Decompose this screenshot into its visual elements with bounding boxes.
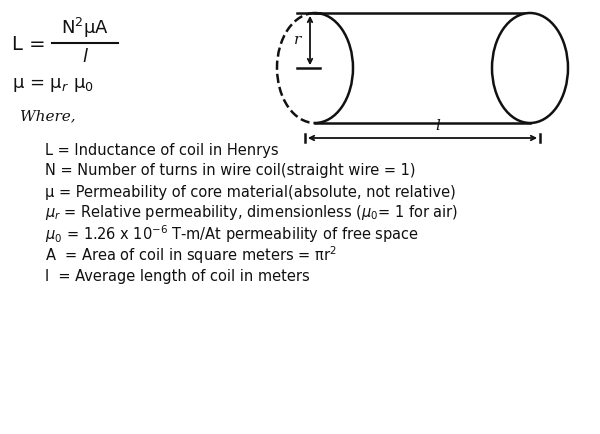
Text: l: l <box>435 119 440 133</box>
Text: A  = Area of coil in square meters = πr$^2$: A = Area of coil in square meters = πr$^… <box>45 244 337 266</box>
Text: l  = Average length of coil in meters: l = Average length of coil in meters <box>45 269 310 283</box>
Text: μ = μ$_r$ μ$_0$: μ = μ$_r$ μ$_0$ <box>12 76 94 94</box>
Text: N = Number of turns in wire coil(straight wire = 1): N = Number of turns in wire coil(straigh… <box>45 164 415 178</box>
Text: L = Inductance of coil in Henrys: L = Inductance of coil in Henrys <box>45 142 278 158</box>
Text: N$^{2}$μA: N$^{2}$μA <box>61 16 109 40</box>
Text: Where,: Where, <box>20 109 76 123</box>
Text: l: l <box>83 48 88 66</box>
Text: L =: L = <box>12 36 46 55</box>
Text: r: r <box>295 33 302 47</box>
Ellipse shape <box>492 13 568 123</box>
Bar <box>315 13 530 123</box>
Text: μ = Permeability of core material(absolute, not relative): μ = Permeability of core material(absolu… <box>45 184 456 200</box>
Text: $\mu_r$ = Relative permeability, dimensionless ($\mu_0$= 1 for air): $\mu_r$ = Relative permeability, dimensi… <box>45 204 458 223</box>
Text: $\mu_0$ = 1.26 x 10$^{-6}$ T-m/At permeability of free space: $\mu_0$ = 1.26 x 10$^{-6}$ T-m/At permea… <box>45 223 419 245</box>
